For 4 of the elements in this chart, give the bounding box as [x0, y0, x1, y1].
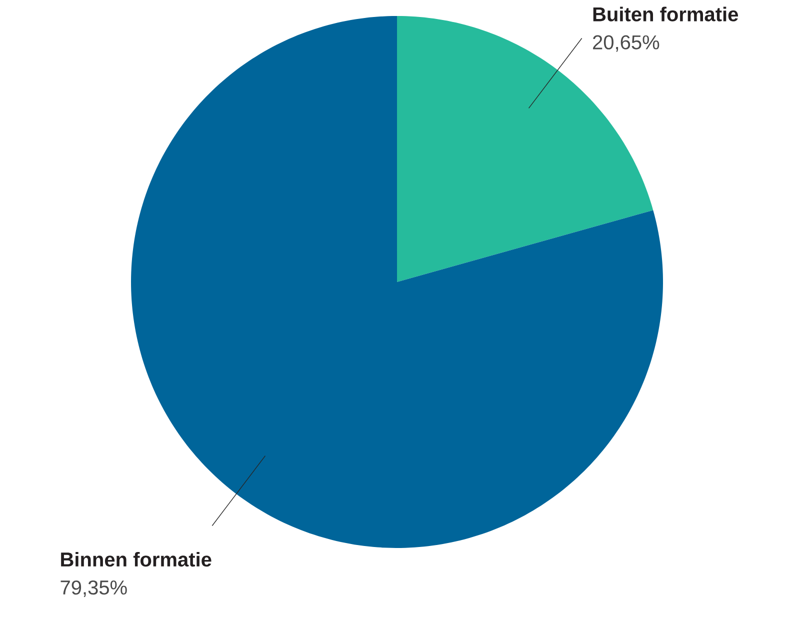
slice-label: Buiten formatie	[593, 6, 738, 22]
data-label: 79,35%	[60, 580, 127, 597]
slice-label: Binnen formatie	[61, 552, 212, 567]
data-label: 20,65%	[593, 35, 660, 52]
